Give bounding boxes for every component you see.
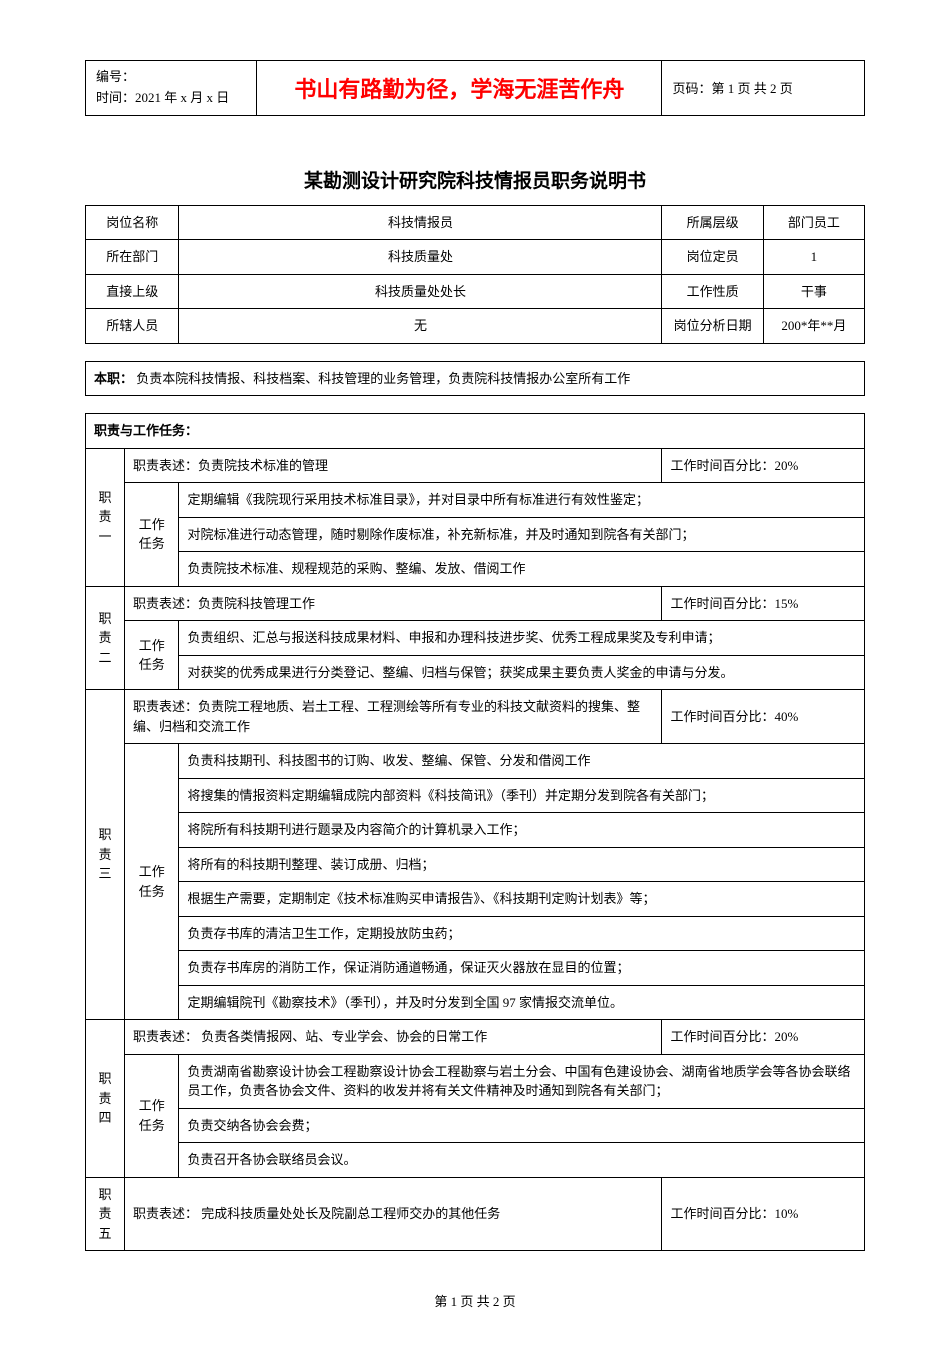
task-item: 负责存书库的清洁卫生工作，定期投放防虫药； xyxy=(179,916,865,951)
info-label: 直接上级 xyxy=(86,274,179,309)
info-label: 所在部门 xyxy=(86,240,179,275)
task-item: 负责科技期刊、科技图书的订购、收发、整编、保管、分发和借阅工作 xyxy=(179,744,865,779)
info-value: 200*年**月 xyxy=(763,309,864,344)
task-item: 定期编辑《我院现行采用技术标准目录》，并对目录中所有标准进行有效性鉴定； xyxy=(179,483,865,518)
info-value: 1 xyxy=(763,240,864,275)
task-item: 负责院技术标准、规程规范的采购、整编、发放、借阅工作 xyxy=(179,552,865,587)
page-header: 编号： 时间：2021 年 x 月 x 日 书山有路勤为径，学海无涯苦作舟 页码… xyxy=(85,60,865,116)
document-title: 某勘测设计研究院科技情报员职务说明书 xyxy=(85,166,865,193)
section-header: 职责与工作任务： xyxy=(86,414,865,449)
info-value: 无 xyxy=(179,309,662,344)
duty-time: 工作时间百分比：20% xyxy=(662,1020,865,1055)
page-footer: 第 1 页 共 2 页 xyxy=(85,1291,865,1310)
info-label: 岗位定员 xyxy=(662,240,763,275)
doc-id: 编号： xyxy=(96,67,246,88)
duty-name: 职责二 xyxy=(86,586,125,690)
task-item: 根据生产需要，定期制定《技术标准购买申请报告》、《科技期刊定购计划表》等； xyxy=(179,882,865,917)
task-item: 负责交纳各协会会费； xyxy=(179,1108,865,1143)
doc-date: 时间：2021 年 x 月 x 日 xyxy=(96,88,246,109)
duty-desc: 职责表述：负责院工程地质、岩土工程、工程测绘等所有专业的科技文献资料的搜集、整编… xyxy=(124,690,662,744)
info-value: 部门员工 xyxy=(763,205,864,240)
task-item: 负责召开各协会联络员会议。 xyxy=(179,1143,865,1178)
info-value: 科技质量处处长 xyxy=(179,274,662,309)
info-value: 科技质量处 xyxy=(179,240,662,275)
main-duty-row: 本职： 负责本院科技情报、科技档案、科技管理的业务管理，负责院科技情报办公室所有… xyxy=(86,361,865,396)
info-label: 岗位分析日期 xyxy=(662,309,763,344)
task-item: 将搜集的情报资料定期编辑成院内部资料《科技简讯》（季刊）并定期分发到院各有关部门… xyxy=(179,778,865,813)
info-label: 所属层级 xyxy=(662,205,763,240)
duty-time: 工作时间百分比：10% xyxy=(662,1177,865,1251)
duty-desc: 职责表述： 完成科技质量处处长及院副总工程师交办的其他任务 xyxy=(124,1177,662,1251)
info-label: 所辖人员 xyxy=(86,309,179,344)
task-label: 工作任务 xyxy=(124,483,179,587)
task-item: 对获奖的优秀成果进行分类登记、整编、归档与保管；获奖成果主要负责人奖金的申请与分… xyxy=(179,655,865,690)
duty-time: 工作时间百分比：40% xyxy=(662,690,865,744)
info-value: 科技情报员 xyxy=(179,205,662,240)
duty-desc: 职责表述：负责院技术标准的管理 xyxy=(124,448,662,483)
task-item: 对院标准进行动态管理，随时剔除作废标准，补充新标准，并及时通知到院各有关部门； xyxy=(179,517,865,552)
header-left-cell: 编号： 时间：2021 年 x 月 x 日 xyxy=(86,61,257,116)
task-item: 将院所有科技期刊进行题录及内容简介的计算机录入工作； xyxy=(179,813,865,848)
main-duty-label: 本职： xyxy=(94,371,133,386)
duty-desc: 职责表述： 负责各类情报网、站、专业学会、协会的日常工作 xyxy=(124,1020,662,1055)
spacer xyxy=(86,396,865,414)
duty-time: 工作时间百分比：15% xyxy=(662,586,865,621)
task-label: 工作任务 xyxy=(124,1054,179,1177)
duty-name: 职责一 xyxy=(86,448,125,586)
main-content-table: 岗位名称 科技情报员 所属层级 部门员工 所在部门 科技质量处 岗位定员 1 直… xyxy=(85,205,865,1252)
task-item: 负责组织、汇总与报送科技成果材料、申报和办理科技进步奖、优秀工程成果奖及专利申请… xyxy=(179,621,865,656)
info-value: 干事 xyxy=(763,274,864,309)
spacer xyxy=(86,343,865,361)
task-label: 工作任务 xyxy=(124,744,179,1020)
info-label: 工作性质 xyxy=(662,274,763,309)
task-item: 负责存书库房的消防工作，保证消防通道畅通，保证灭火器放在显目的位置； xyxy=(179,951,865,986)
duty-name: 职责四 xyxy=(86,1020,125,1178)
task-item: 负责湖南省勘察设计协会工程勘察设计协会工程勘察与岩土分会、中国有色建设协会、湖南… xyxy=(179,1054,865,1108)
main-duty-text: 负责本院科技情报、科技档案、科技管理的业务管理，负责院科技情报办公室所有工作 xyxy=(136,371,630,386)
task-item: 将所有的科技期刊整理、装订成册、归档； xyxy=(179,847,865,882)
header-page: 页码：第 1 页 共 2 页 xyxy=(662,61,865,116)
header-motto: 书山有路勤为径，学海无涯苦作舟 xyxy=(257,61,662,116)
info-label: 岗位名称 xyxy=(86,205,179,240)
task-label: 工作任务 xyxy=(124,621,179,690)
task-item: 定期编辑院刊《勘察技术》（季刊），并及时分发到全国 97 家情报交流单位。 xyxy=(179,985,865,1020)
duty-name: 职责三 xyxy=(86,690,125,1020)
duty-time: 工作时间百分比：20% xyxy=(662,448,865,483)
duty-desc: 职责表述：负责院科技管理工作 xyxy=(124,586,662,621)
duty-name: 职责五 xyxy=(86,1177,125,1251)
